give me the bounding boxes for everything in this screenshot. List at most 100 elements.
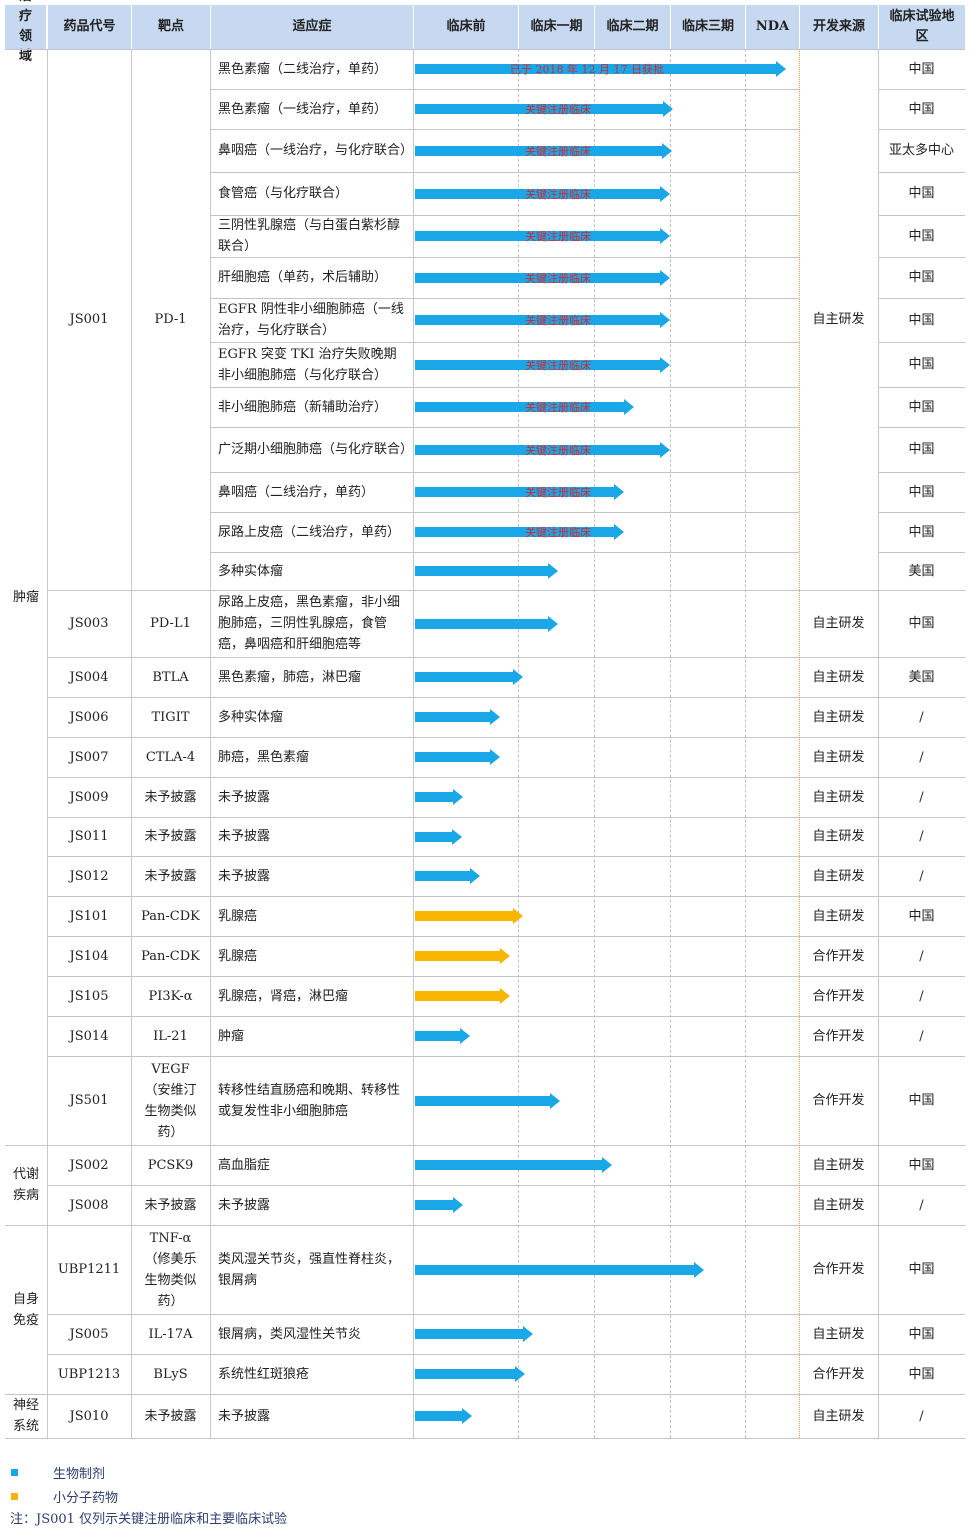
indication: 未予披露 — [218, 1408, 271, 1424]
column-divider — [745, 49, 746, 1438]
drug-code: JS014 — [69, 1028, 109, 1044]
trial-region: 中国 — [908, 1326, 935, 1342]
arrow-head — [660, 441, 670, 458]
trial-region: / — [919, 1197, 924, 1213]
trial-region: 中国 — [908, 270, 935, 285]
column-divider — [518, 49, 519, 1438]
indication: 肿瘤 — [218, 1028, 245, 1044]
drug-code: JS003 — [69, 616, 109, 631]
dev-source: 自主研发 — [812, 669, 865, 685]
drug-code: JS001 — [69, 312, 109, 327]
header-preclinical: 临床前 — [414, 5, 518, 49]
arrow-head — [549, 1092, 560, 1109]
arrow-label: 已于 2018 年 12 月 17 日获批 — [510, 63, 664, 76]
trial-region: / — [919, 749, 924, 765]
trial-region: 中国 — [908, 1093, 935, 1108]
pipeline-progress-arrow — [415, 1366, 525, 1382]
row-divider — [5, 1394, 965, 1395]
arrow-shaft — [415, 911, 514, 921]
trial-region: 中国 — [908, 399, 935, 415]
drug-code: JS006 — [69, 709, 109, 725]
arrow-shaft — [415, 402, 625, 412]
arrow-label: 关键注册临床 — [525, 443, 591, 457]
dev-source: 自主研发 — [812, 749, 865, 765]
trial-region: 美国 — [908, 669, 935, 685]
arrow-shaft — [415, 444, 661, 455]
indication: 未予披露 — [218, 1197, 271, 1213]
row-divider — [47, 1056, 965, 1057]
trial-region: 中国 — [908, 101, 935, 117]
arrow-label: 关键注册临床 — [525, 187, 591, 201]
drug-target: 未予披露 — [144, 789, 197, 805]
dev-source: 自主研发 — [812, 1197, 865, 1213]
column-divider — [594, 49, 595, 1438]
indication: 非小细胞肺癌（新辅助治疗） — [218, 399, 388, 415]
pipeline-progress-arrow — [415, 749, 501, 765]
row-divider — [47, 817, 965, 818]
row-divider — [47, 590, 965, 591]
pipeline-progress-arrow — [415, 1028, 470, 1044]
indication: 未予披露 — [218, 868, 271, 884]
footnote: 注：JS001 仅列示关键注册临床和主要临床试验 — [10, 1512, 288, 1527]
row-divider — [210, 427, 799, 428]
row-divider — [210, 129, 799, 130]
arrow-shaft — [415, 1160, 604, 1170]
indication: 黑色素瘤（二线治疗，单药） — [218, 61, 388, 77]
arrow-shaft — [415, 1369, 516, 1379]
column-divider — [210, 49, 211, 1438]
pipeline-progress-arrow — [415, 61, 786, 77]
dev-source: 自主研发 — [812, 616, 865, 631]
header-divider — [799, 5, 800, 49]
dev-source: 自主研发 — [812, 312, 865, 327]
header-target: 靶点 — [132, 5, 210, 49]
arrow-label: 关键注册临床 — [525, 314, 591, 327]
pipeline-progress-arrow — [415, 789, 464, 805]
pipeline-progress-arrow — [415, 399, 634, 415]
dev-source: 合作开发 — [812, 1093, 865, 1108]
arrow-label: 关键注册临床 — [525, 103, 591, 116]
header-phase-1: 临床一期 — [519, 5, 594, 49]
drug-target: IL-17A — [148, 1326, 193, 1342]
trial-region: / — [919, 709, 924, 725]
arrow-label: 关键注册临床 — [525, 486, 591, 499]
row-divider — [5, 49, 965, 50]
row-divider — [210, 215, 799, 216]
arrow-shaft — [415, 871, 472, 881]
arrow-head — [661, 142, 672, 159]
indication: 肝细胞癌（单药，术后辅助） — [218, 270, 388, 285]
pipeline-progress-arrow — [415, 356, 670, 373]
column-divider — [131, 49, 132, 1438]
arrow-shaft — [415, 792, 455, 802]
arrow-shaft — [415, 1411, 463, 1421]
dev-source: 自主研发 — [812, 1326, 865, 1342]
arrow-head — [660, 312, 670, 328]
header-phase-2: 临床二期 — [595, 5, 670, 49]
arrow-head — [693, 1261, 704, 1278]
drug-target: PD-L1 — [150, 616, 191, 631]
dev-source: 自主研发 — [812, 709, 865, 725]
arrow-head — [523, 1326, 534, 1342]
column-divider — [878, 49, 879, 1438]
row-divider — [47, 697, 965, 698]
row-divider — [47, 777, 965, 778]
row-divider — [878, 129, 965, 130]
pipeline-progress-arrow — [415, 312, 670, 328]
pipeline-progress-arrow — [415, 1408, 472, 1424]
legend-biologic-swatch — [11, 1469, 18, 1476]
trial-region: 中国 — [908, 1157, 935, 1173]
drug-target: PI3K-α — [148, 988, 193, 1004]
arrow-shaft — [415, 145, 663, 156]
drug-target: TNF-α（修美乐生物类似药） — [144, 1230, 197, 1309]
row-divider — [878, 89, 965, 90]
header-phase-3: 临床三期 — [671, 5, 745, 49]
drug-code: JS005 — [69, 1326, 109, 1342]
dev-source: 合作开发 — [812, 1028, 865, 1044]
row-divider — [47, 856, 965, 857]
pipeline-progress-arrow — [415, 948, 510, 964]
arrow-shaft — [415, 752, 492, 762]
header-indication: 适应症 — [211, 5, 413, 49]
drug-code: JS009 — [69, 789, 109, 805]
pipeline-progress-arrow — [415, 142, 672, 159]
trial-region: / — [919, 1408, 924, 1424]
arrow-shaft — [415, 104, 664, 114]
